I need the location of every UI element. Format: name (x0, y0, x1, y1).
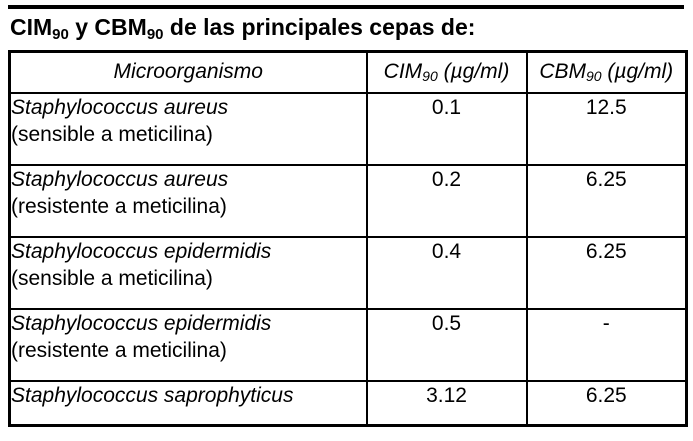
microorganism-cell: Staphylococcus saprophyticus (8, 379, 368, 427)
microorganism-cell: Staphylococcus aureus (sensible a metici… (8, 91, 368, 166)
table-header-row: Microorganismo CIM90 (µg/ml) CBM90 (µg/m… (8, 50, 688, 94)
species-name: Staphylococcus aureus (11, 167, 229, 191)
species-name: Staphylococcus saprophyticus (11, 383, 294, 407)
strain-variant: (resistente a meticilina) (11, 194, 227, 218)
cim-value-cell: 0.4 (365, 235, 528, 310)
table-row: Staphylococcus epidermidis (sensible a m… (8, 235, 688, 310)
column-header-cbm90: CBM90 (µg/ml) (525, 50, 688, 94)
table-row: Staphylococcus aureus (resistente a meti… (8, 163, 688, 238)
cim-value-cell: 0.2 (365, 163, 528, 238)
title-text: de las principales cepas de: (163, 14, 476, 40)
cbm-value-cell: 6.25 (525, 235, 688, 310)
header-unit: (µg/ml) (601, 60, 674, 84)
header-subscript: 90 (586, 68, 602, 85)
species-name: Staphylococcus epidermidis (11, 239, 272, 263)
microorganism-cell: Staphylococcus epidermidis (sensible a m… (8, 235, 368, 310)
microorganism-cell: Staphylococcus epidermidis (resistente a… (8, 307, 368, 382)
strain-variant: (sensible a meticilina) (11, 266, 213, 290)
header-label: Microorganismo (113, 60, 263, 84)
title-text: CIM (10, 14, 53, 40)
top-rule-divider (8, 5, 684, 9)
title-subscript: 90 (146, 26, 164, 43)
title-subscript: 90 (52, 26, 69, 43)
cbm-value-cell: 6.25 (525, 379, 688, 427)
cbm-value-cell: - (525, 307, 688, 382)
microorganism-cell: Staphylococcus aureus (resistente a meti… (8, 163, 368, 238)
strain-variant: (sensible a meticilina) (11, 122, 213, 146)
table-row: Staphylococcus epidermidis (resistente a… (8, 307, 688, 382)
header-unit: (µg/ml) (437, 60, 510, 84)
cbm-value-cell: 6.25 (525, 163, 688, 238)
table-row: Staphylococcus aureus (sensible a metici… (8, 91, 688, 166)
page-title: CIM90 y CBM90 de las principales cepas d… (10, 14, 476, 43)
cbm-value-cell: 12.5 (525, 91, 688, 166)
species-name: Staphylococcus aureus (11, 95, 229, 119)
cim-value-cell: 0.5 (365, 307, 528, 382)
species-name: Staphylococcus epidermidis (11, 311, 272, 335)
column-header-cim90: CIM90 (µg/ml) (365, 50, 528, 94)
header-label: CIM (383, 60, 423, 84)
header-label: CBM (539, 60, 586, 84)
strain-variant: (resistente a meticilina) (11, 338, 227, 362)
title-text: y CBM (68, 14, 147, 40)
cim-value-cell: 0.1 (365, 91, 528, 166)
header-subscript: 90 (422, 68, 438, 85)
cim-value-cell: 3.12 (365, 379, 528, 427)
column-header-microorganismo: Microorganismo (8, 50, 368, 94)
table-row: Staphylococcus saprophyticus 3.12 6.25 (8, 379, 688, 427)
mic-mbc-table: Microorganismo CIM90 (µg/ml) CBM90 (µg/m… (8, 50, 688, 427)
